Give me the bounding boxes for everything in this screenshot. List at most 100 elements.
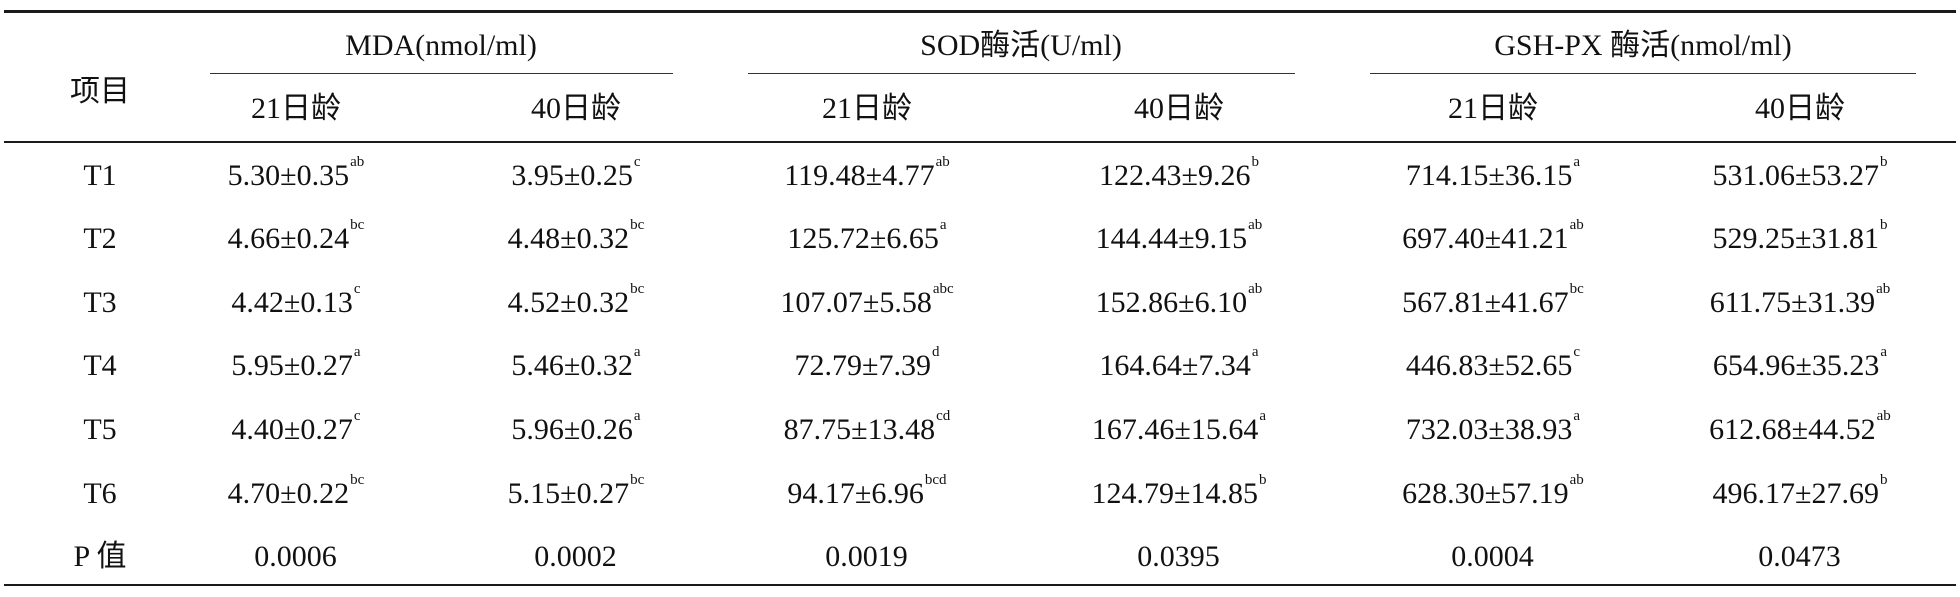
table-cell: 0.0473 (1758, 542, 1842, 572)
row-label: T3 (83, 286, 117, 319)
significance-letters: ab (1569, 217, 1584, 233)
subheader-mda-40d: 40日龄 (531, 92, 621, 125)
table-cell: 732.03±38.93a (1405, 409, 1580, 446)
subheader-gshpx-21d: 21日龄 (1448, 92, 1538, 125)
cell-value: 732.03±38.93 (1405, 413, 1573, 446)
cell-value: 0.0004 (1451, 540, 1534, 573)
table-cell: 72.79±7.39d (794, 345, 940, 382)
table-cell: 144.44±9.15ab (1095, 218, 1263, 255)
row-label: T4 (83, 349, 117, 382)
table-cell: 611.75±31.39ab (1710, 282, 1891, 318)
table-cell: 167.46±15.64a (1092, 409, 1266, 445)
significance-letters: d (931, 344, 940, 360)
significance-letters: bc (630, 217, 645, 233)
table-cell: 0.0004 (1451, 542, 1535, 572)
cell-value: 0.0473 (1758, 540, 1841, 573)
table-cell: 612.68±44.52ab (1709, 409, 1891, 446)
significance-letters: ab (1876, 281, 1891, 297)
cell-value: 0.0006 (254, 540, 337, 573)
cell-value: 144.44±9.15 (1095, 222, 1248, 255)
cell-value: 94.17±6.96 (787, 477, 924, 510)
significance-letters: bcd (924, 472, 947, 488)
subheader-gshpx-40d: 40日龄 (1755, 92, 1845, 125)
table-cell: 446.83±52.65c (1406, 345, 1580, 381)
significance-letters: a (1880, 344, 1888, 360)
table-cell: 124.79±14.85b (1091, 473, 1267, 510)
table-cell: 654.96±35.23a (1713, 345, 1887, 381)
cell-value: 122.43±9.26 (1099, 159, 1251, 192)
table-cell: 531.06±53.27b (1712, 155, 1888, 192)
cell-value: 72.79±7.39 (794, 349, 931, 382)
table-cell: 4.42±0.13c (231, 282, 360, 319)
significance-letters: ab (935, 154, 950, 170)
cell-value: 0.0395 (1137, 540, 1220, 573)
table-cell: 529.25±31.81b (1712, 218, 1888, 255)
group-rule-mda (210, 73, 673, 74)
cell-value: 124.79±14.85 (1091, 477, 1258, 510)
cell-value: 4.42±0.13 (231, 286, 353, 319)
cell-value: 0.0002 (534, 540, 617, 573)
group-header-mda: MDA(nmol/ml) (345, 29, 537, 62)
row-label: P 值 (73, 540, 127, 573)
significance-letters: a (1573, 408, 1581, 424)
significance-letters: cd (936, 408, 951, 424)
subheader-mda-21d: 21日龄 (251, 92, 341, 125)
table-cell: 119.48±4.77ab (784, 155, 950, 192)
group-header-gshpx: GSH-PX 酶活(nmol/ml) (1494, 29, 1792, 62)
cell-value: 3.95±0.25 (511, 159, 633, 192)
cell-value: 0.0019 (825, 540, 908, 573)
significance-letters: bc (630, 281, 645, 297)
table-cell: 94.17±6.96bcd (787, 473, 946, 510)
table-cell: 628.30±57.19ab (1402, 473, 1584, 510)
significance-letters: abc (932, 281, 954, 297)
table-cell: 107.07±5.58abc (780, 282, 953, 318)
row-label: T2 (83, 222, 117, 255)
significance-letters: a (1259, 408, 1267, 424)
cell-value: 4.66±0.24 (227, 222, 350, 255)
table-cell: 152.86±6.10ab (1095, 282, 1263, 319)
row-label: T1 (83, 159, 117, 192)
table-cell: 0.0002 (534, 542, 618, 572)
cell-value: 5.15±0.27 (507, 477, 630, 510)
table-cell: 125.72±6.65a (787, 218, 946, 255)
group-rule-gshpx (1370, 73, 1916, 74)
table-cell: 714.15±36.15a (1405, 155, 1580, 192)
table-cell: 5.95±0.27a (231, 345, 360, 381)
table-cell: 5.96±0.26a (511, 409, 640, 446)
cell-value: 5.96±0.26 (511, 413, 633, 446)
cell-value: 152.86±6.10 (1095, 286, 1248, 319)
table-cell: 496.17±27.69b (1713, 473, 1888, 509)
table-cell: 4.48±0.32bc (508, 218, 645, 254)
cell-value: 529.25±31.81 (1712, 222, 1879, 255)
significance-letters: c (353, 408, 361, 424)
significance-letters: ab (1876, 408, 1891, 424)
table-cell: 4.70±0.22bc (227, 473, 365, 510)
significance-letters: bc (1569, 281, 1584, 297)
table-cell: 0.0395 (1137, 542, 1221, 572)
table-cell: 0.0006 (254, 542, 338, 572)
table-cell: 3.95±0.25c (511, 155, 640, 192)
cell-value: 125.72±6.65 (787, 222, 939, 255)
significance-letters: ab (1248, 281, 1263, 297)
table-top-rule (4, 10, 1956, 13)
significance-letters: bc (350, 217, 365, 233)
cell-value: 628.30±57.19 (1402, 477, 1569, 510)
cell-value: 714.15±36.15 (1405, 159, 1573, 192)
significance-letters: ab (1248, 217, 1263, 233)
significance-letters: b (1879, 472, 1888, 488)
cell-value: 5.46±0.32 (511, 349, 633, 382)
cell-value: 531.06±53.27 (1712, 159, 1879, 192)
table-cell: 164.64±7.34a (1099, 345, 1258, 381)
significance-letters: a (939, 217, 947, 233)
cell-value: 612.68±44.52 (1709, 413, 1876, 446)
significance-letters: a (633, 408, 641, 424)
table-cell: 4.40±0.27c (231, 409, 360, 445)
significance-letters: bc (350, 472, 365, 488)
row-label: T6 (83, 477, 117, 510)
cell-value: 4.70±0.22 (227, 477, 350, 510)
significance-letters: b (1251, 154, 1259, 170)
significance-letters: b (1879, 217, 1888, 233)
table-cell: 5.15±0.27bc (507, 473, 645, 510)
cell-value: 119.48±4.77 (784, 159, 935, 192)
significance-letters: c (1573, 344, 1581, 360)
